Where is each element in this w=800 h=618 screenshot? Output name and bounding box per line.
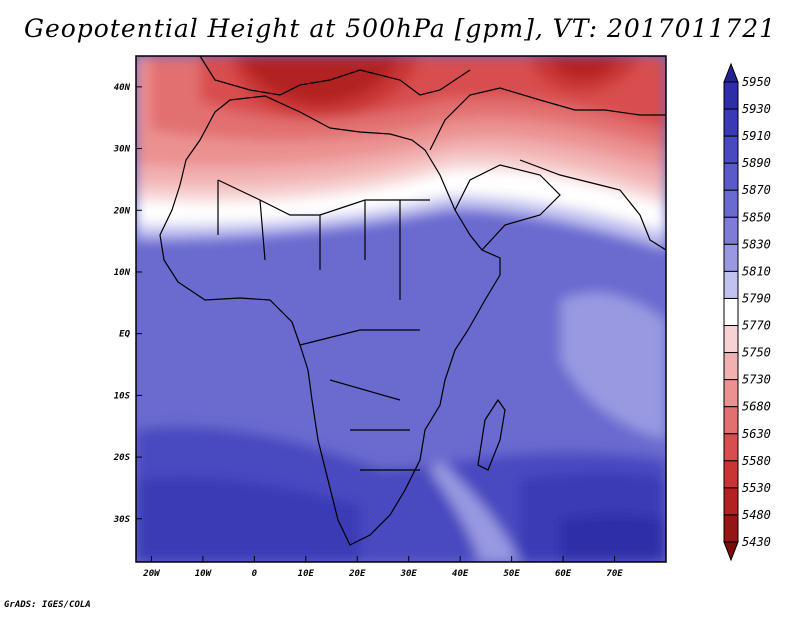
colorbar-swatch bbox=[723, 487, 739, 516]
lon-tick-label: 10E bbox=[298, 569, 315, 579]
colorbar-level-label: 5790 bbox=[742, 291, 771, 305]
colorbar-swatch bbox=[723, 243, 739, 272]
lat-tick-label: 30S bbox=[113, 515, 131, 525]
colorbar-swatch bbox=[723, 81, 739, 110]
colorbar-swatch bbox=[723, 162, 739, 191]
colorbar-level-label: 5870 bbox=[742, 183, 771, 197]
colorbar-swatch bbox=[723, 297, 739, 327]
colorbar-level-label: 5530 bbox=[742, 481, 771, 495]
colorbar-swatch bbox=[723, 433, 739, 462]
height-field bbox=[136, 56, 666, 562]
colorbar-level-label: 5480 bbox=[742, 508, 771, 522]
colorbar-level-label: 5680 bbox=[742, 400, 771, 414]
colorbar-level-label: 5830 bbox=[742, 237, 771, 251]
colorbar-level-label: 5750 bbox=[742, 346, 771, 360]
plot-frame bbox=[135, 55, 667, 563]
lon-tick-label: 30E bbox=[400, 569, 418, 579]
lon-tick-label: 50E bbox=[503, 569, 520, 579]
lat-tick-label: 20S bbox=[113, 453, 131, 463]
colorbar-level-label: 5930 bbox=[742, 102, 771, 116]
credit-text: GrADS: IGES/COLA bbox=[4, 600, 91, 610]
colorbar-swatch bbox=[723, 406, 739, 435]
coastlines bbox=[159, 56, 666, 546]
lon-tick-label: 10W bbox=[195, 569, 213, 579]
colorbar-swatch bbox=[723, 460, 739, 489]
lon-tick-label: 60E bbox=[555, 569, 572, 579]
colorbar-level-label: 5850 bbox=[742, 210, 771, 224]
lat-tick-label: 10N bbox=[114, 268, 131, 278]
chart-title: Geopotential Height at 500hPa [gpm], VT:… bbox=[23, 14, 777, 43]
colorbar-swatch bbox=[723, 216, 739, 245]
colorbar: 5950 5930 5910 5890 5870 5850 5830 5810 5790 5770… bbox=[723, 62, 771, 562]
colorbar-swatch bbox=[723, 135, 739, 164]
colorbar-swatch bbox=[723, 352, 739, 381]
colorbar-level-label: 5630 bbox=[742, 427, 771, 441]
colorbar-swatch bbox=[723, 514, 739, 543]
colorbar-level-label: 5890 bbox=[742, 156, 771, 170]
colorbar-swatch bbox=[723, 108, 739, 137]
colorbar-level-label: 5580 bbox=[742, 454, 771, 468]
latitude-axis: 40N 30N 20N 10N EQ 10S 20S 30S bbox=[113, 83, 142, 525]
lat-tick-label: 30N bbox=[113, 145, 131, 155]
lon-tick-label: 70E bbox=[606, 569, 623, 579]
longitude-axis: 20W 10W 0 10E 20E 30E 40E 50E 60E 70E bbox=[142, 556, 623, 579]
colorbar-level-label: 5950 bbox=[742, 75, 771, 89]
lon-tick-label: 20E bbox=[348, 569, 366, 579]
colorbar-swatch bbox=[723, 379, 739, 408]
lon-tick-label: 20W bbox=[142, 569, 161, 579]
lat-tick-label: 10S bbox=[114, 391, 131, 401]
lat-tick-label: 20N bbox=[113, 206, 131, 216]
lon-tick-label: 0 bbox=[252, 569, 258, 579]
colorbar-swatch bbox=[723, 270, 739, 299]
lon-tick-label: 40E bbox=[452, 569, 469, 579]
lat-tick-label: EQ bbox=[119, 330, 130, 340]
lat-tick-label: 40N bbox=[114, 83, 131, 93]
colorbar-bottom-arrow bbox=[723, 541, 739, 562]
colorbar-level-label: 5430 bbox=[742, 535, 771, 549]
colorbar-level-label: 5730 bbox=[742, 373, 771, 387]
colorbar-level-label: 5810 bbox=[742, 264, 771, 278]
colorbar-level-label: 5770 bbox=[742, 319, 771, 333]
colorbar-swatch bbox=[723, 189, 739, 218]
colorbar-swatch bbox=[723, 325, 739, 354]
colorbar-top-arrow bbox=[723, 62, 739, 83]
colorbar-level-label: 5910 bbox=[742, 129, 771, 143]
